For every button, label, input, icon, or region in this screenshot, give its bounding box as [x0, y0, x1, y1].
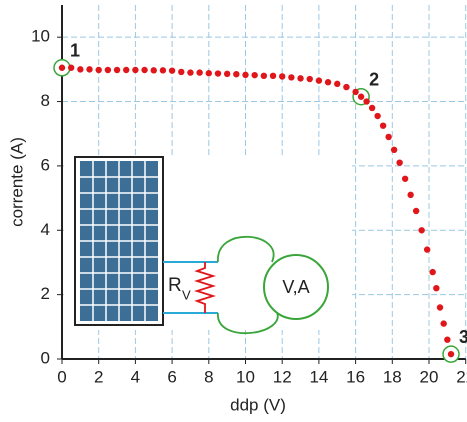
y-tick-label: 8: [41, 91, 50, 110]
meter: [263, 254, 329, 320]
x-tick-label: 18: [383, 367, 402, 386]
resistor-subscript: V: [182, 287, 191, 302]
x-tick-label: 16: [346, 367, 365, 386]
data-point: [368, 104, 376, 112]
data-point: [159, 67, 167, 74]
data-point: [67, 64, 75, 71]
data-point: [352, 88, 359, 96]
data-point: [324, 79, 332, 86]
data-point: [429, 268, 436, 276]
x-tick-label: 22: [456, 367, 467, 386]
data-point: [306, 75, 313, 83]
x-tick-label: 4: [131, 367, 140, 386]
data-point: [123, 66, 130, 74]
data-point: [396, 159, 403, 166]
x-tick-label: 12: [273, 367, 292, 386]
data-point: [343, 83, 350, 91]
data-point: [77, 66, 84, 73]
data-point: [233, 70, 240, 78]
data-point: [390, 146, 398, 154]
data-point: [357, 93, 365, 100]
data-point: [279, 73, 286, 80]
data-point: [196, 69, 203, 76]
data-point: [363, 98, 370, 105]
data-point: [334, 80, 341, 88]
data-point: [297, 75, 304, 82]
point-label: 2: [369, 69, 379, 89]
resistor-label: R: [168, 275, 182, 296]
data-point: [412, 207, 420, 215]
data-point: [401, 175, 409, 182]
x-tick-label: 10: [236, 367, 255, 386]
data-point: [315, 77, 323, 84]
x-tick-label: 14: [309, 367, 328, 386]
y-tick-label: 0: [41, 348, 50, 367]
y-tick-label: 2: [41, 284, 50, 303]
wire: [163, 261, 218, 314]
data-point: [385, 133, 392, 141]
x-tick-label: 0: [57, 367, 66, 386]
y-tick-label: 10: [31, 27, 50, 46]
x-tick-label: 6: [167, 367, 176, 386]
data-point: [447, 350, 455, 358]
resistor: [193, 262, 217, 313]
data-point: [104, 66, 112, 74]
data-point: [379, 122, 387, 129]
y-axis-label: corrente (A): [7, 137, 26, 227]
y-tick-label: 4: [41, 220, 50, 239]
data-point: [168, 67, 176, 74]
data-point: [444, 336, 451, 343]
meter-wire: [217, 235, 279, 334]
data-point: [269, 72, 277, 80]
data-point: [242, 71, 249, 79]
data-point: [374, 112, 381, 120]
solar-panel: [80, 161, 158, 321]
data-point: [440, 320, 447, 327]
x-tick-label: 8: [204, 367, 213, 386]
data-point: [214, 70, 222, 77]
data-point: [141, 66, 148, 74]
data-point: [251, 71, 258, 79]
x-tick-label: 2: [94, 367, 103, 386]
data-point: [58, 64, 66, 71]
x-axis-label: ddp (V): [230, 395, 286, 414]
meter-label: V,A: [282, 277, 309, 297]
data-point: [436, 304, 444, 311]
inset-diagram: R V V,A: [64, 155, 352, 334]
data-point: [223, 70, 231, 78]
data-point: [423, 246, 431, 253]
data-point: [260, 72, 268, 80]
data-point: [132, 66, 139, 74]
data-point: [178, 68, 185, 76]
data-point: [433, 285, 440, 292]
data-point: [187, 69, 194, 76]
data-point: [113, 66, 121, 74]
data-point: [407, 191, 414, 199]
y-tick-label: 6: [41, 155, 50, 174]
data-point: [288, 74, 295, 81]
x-tick-label: 20: [420, 367, 439, 386]
data-point: [95, 66, 102, 74]
point-label: 1: [70, 41, 80, 61]
data-point: [205, 70, 212, 77]
point-label: 3: [459, 327, 467, 347]
data-point: [418, 227, 425, 234]
data-point: [86, 66, 93, 73]
data-point: [150, 67, 157, 74]
